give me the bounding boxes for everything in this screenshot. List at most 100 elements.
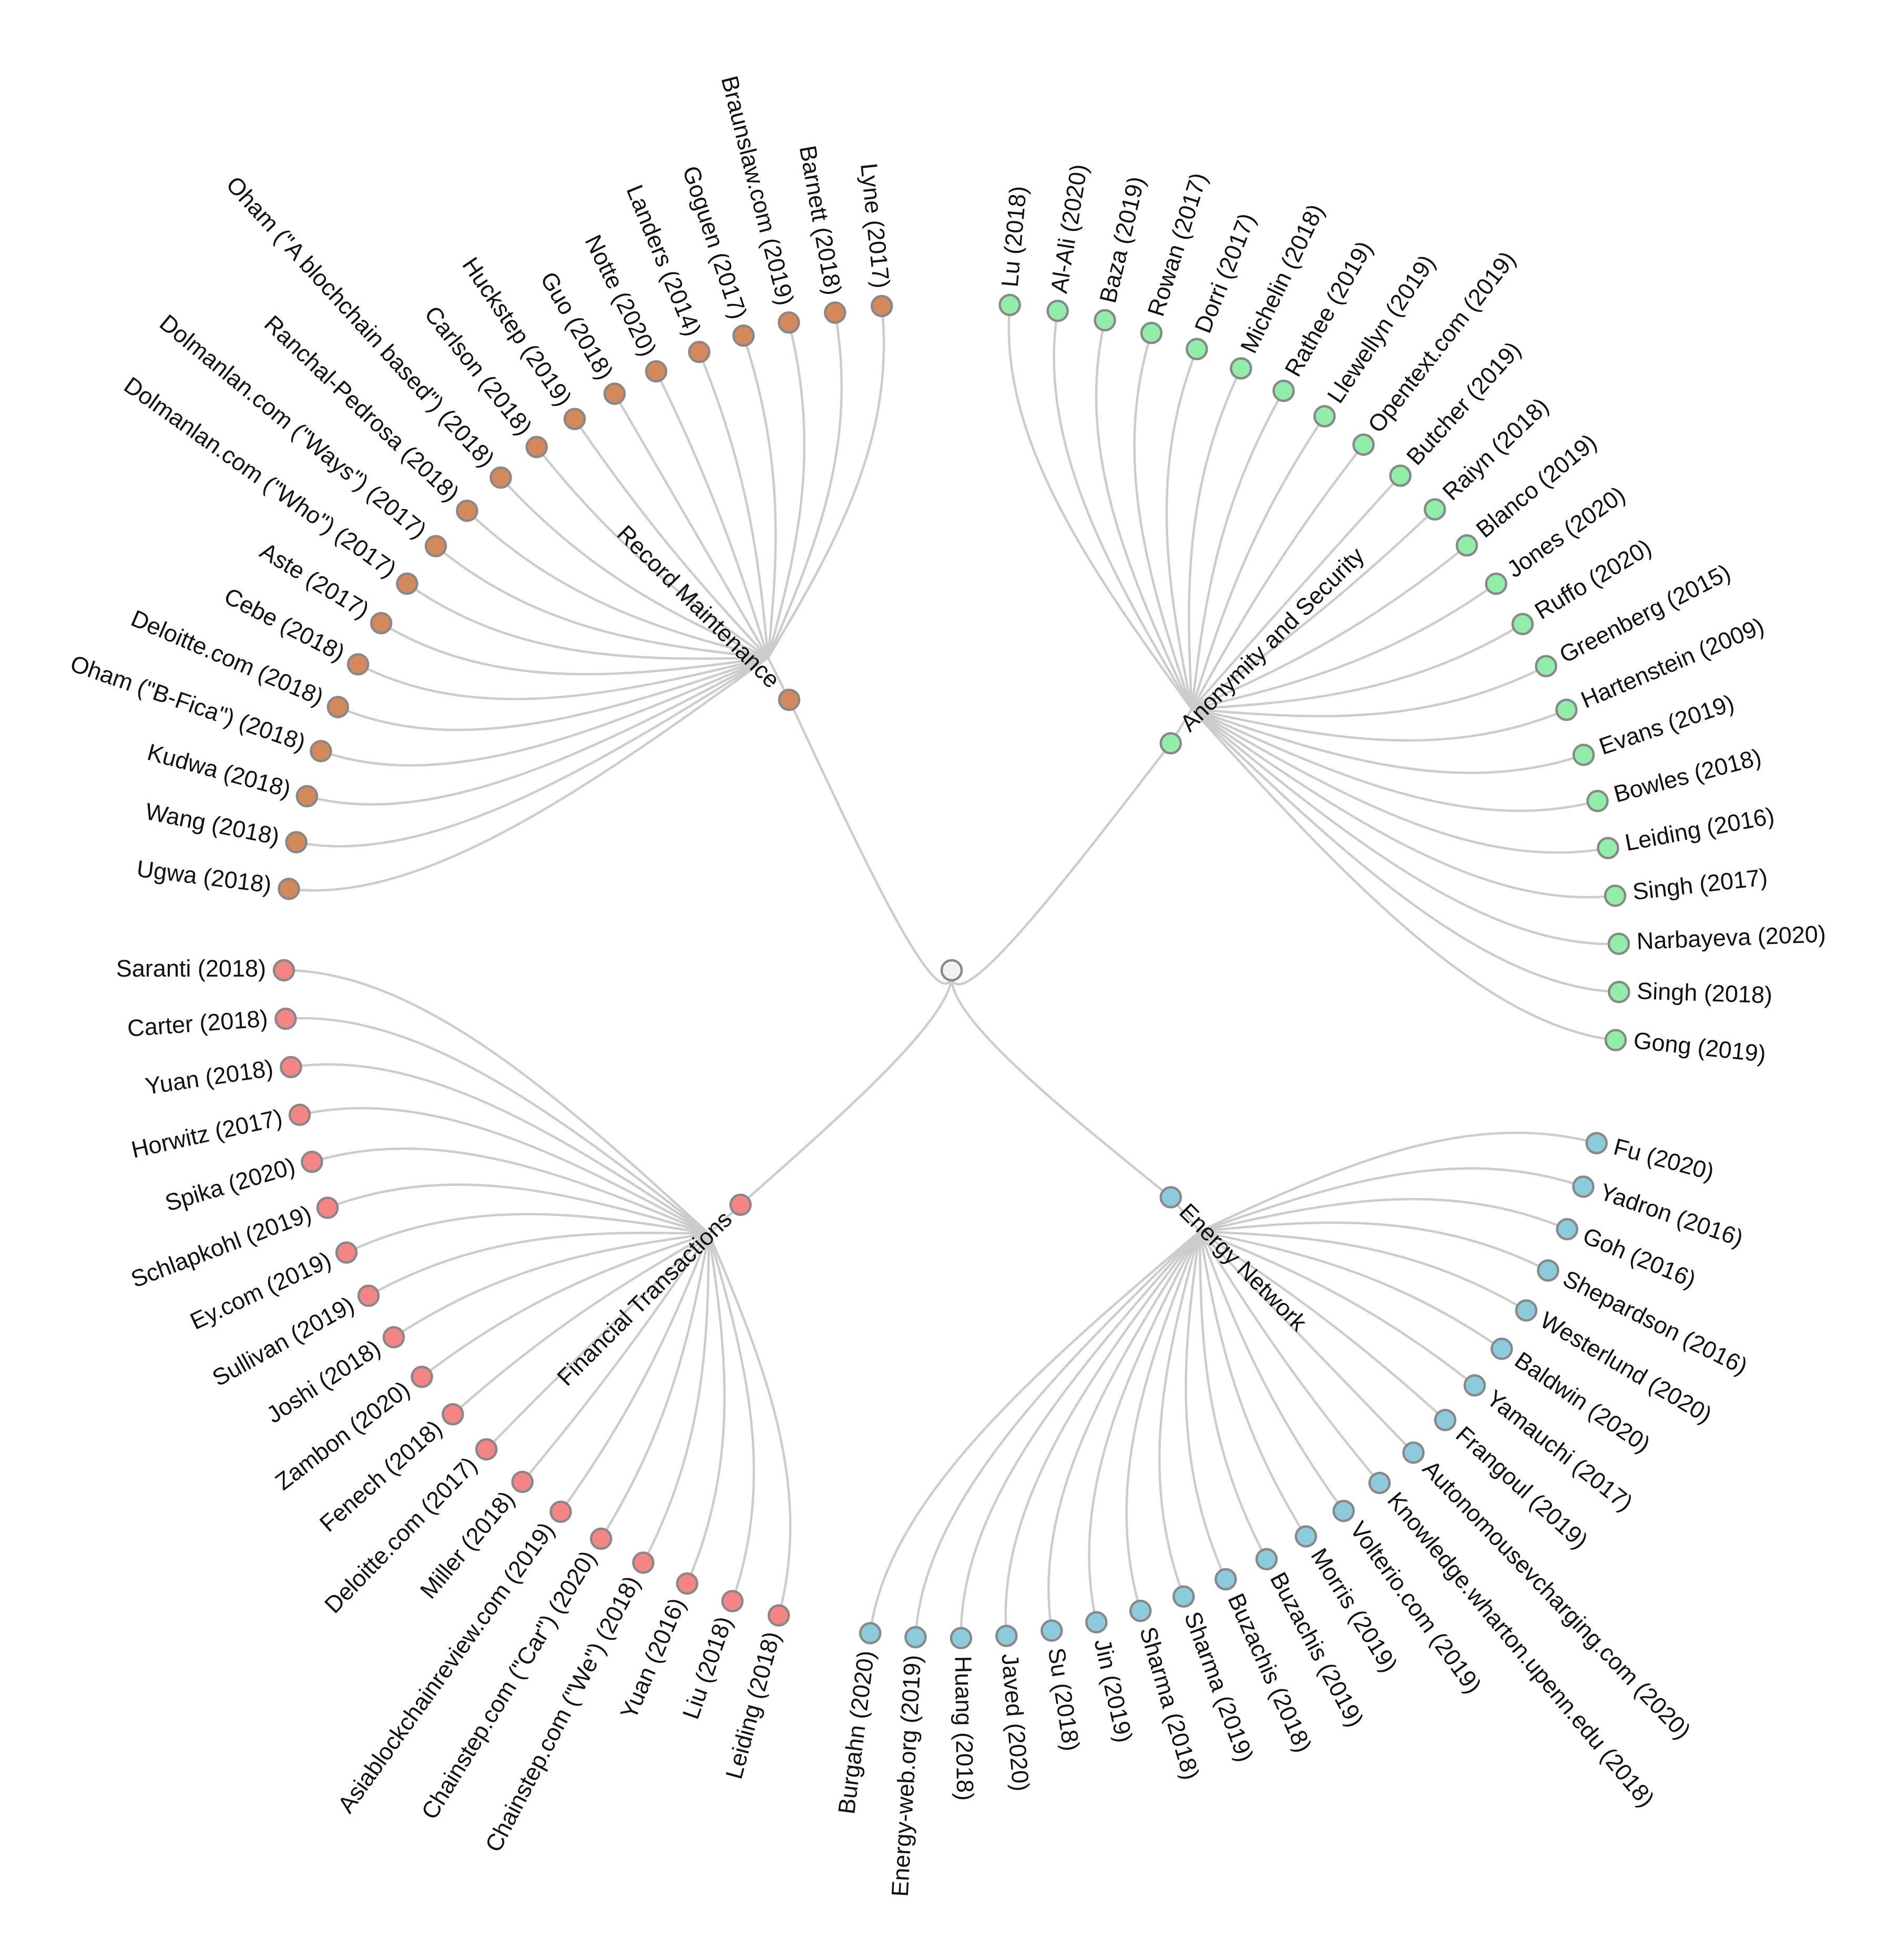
leaf-node-singh-2017 [1604, 884, 1627, 907]
link-root-anonymity-and-security [950, 743, 1172, 986]
link-horwitz-2017 [299, 1107, 710, 1235]
leaf-node-chainstep-com-we-2018 [632, 1551, 655, 1574]
link-greenberg-2015 [1191, 665, 1547, 718]
link-al-ali-2020 [1053, 310, 1193, 710]
link-huckstep-2019 [574, 418, 769, 659]
leaf-node-sharma-2019 [1172, 1585, 1195, 1608]
leaf-label: Ugwa (2018) [135, 855, 273, 898]
link-wang-2018 [296, 656, 769, 848]
leaf-node-chainstep-com-car-2020 [590, 1527, 613, 1550]
link-goh-2016 [1199, 1197, 1568, 1233]
leaf-label: Al-Ali (2020) [1045, 162, 1093, 295]
link-hartenstein-2009 [1191, 708, 1567, 742]
link-volterio-com-2019 [1198, 1231, 1345, 1512]
link-sharma-2018 [1125, 1231, 1201, 1611]
leaf-node-zambon-2020 [411, 1365, 433, 1388]
leaf-label: Huang (2018) [950, 1656, 979, 1801]
leaf-label: Saranti (2018) [116, 955, 266, 982]
link-root-financial-transactions [740, 978, 953, 1206]
link-baza-2019 [1095, 320, 1193, 710]
leaf-node-yamauchi-2017 [1463, 1374, 1486, 1397]
nodes-layer [272, 293, 1630, 1650]
link-ruffo-2020 [1191, 623, 1524, 710]
leaf-node-carlson-2018 [525, 435, 548, 459]
leaf-node-su-2018 [1040, 1619, 1063, 1642]
leaf-node-lyne-2017 [870, 294, 893, 318]
leaf-label: Javed (2020) [996, 1652, 1034, 1792]
leaf-node-ranchal-pedrosa-2018 [456, 499, 478, 522]
leaf-node-goguen-2017 [732, 324, 755, 347]
link-barnett-2018 [767, 312, 843, 658]
link-bowles-2018 [1191, 708, 1598, 813]
leaf-label: Bowles (2018) [1611, 743, 1764, 807]
leaf-node-yuan-2016 [676, 1572, 699, 1595]
link-lyne-2017 [767, 306, 885, 658]
link-yuan-2018 [291, 1063, 710, 1235]
leaf-node-cebe-2018 [346, 653, 370, 676]
link-carlson-2018 [536, 446, 769, 659]
leaf-label: Gong (2019) [1632, 1027, 1768, 1067]
link-dolmanlan-com-who-2017 [406, 583, 769, 660]
leaf-node-barnett-2018 [824, 301, 846, 324]
leaf-node-yuan-2018 [280, 1055, 302, 1079]
link-buzachis-2019 [1198, 1231, 1268, 1560]
link-spika-2020 [311, 1147, 710, 1235]
leaf-label: Barnett (2018) [794, 144, 847, 297]
leaf-node-evans-2019 [1572, 744, 1595, 766]
link-ey-com-2019 [346, 1213, 709, 1254]
leaf-node-blanco-2019 [1455, 534, 1478, 557]
leaf-node-raiyn-2018 [1423, 498, 1446, 521]
leaf-node-huang-2018 [950, 1627, 973, 1650]
leaf-node-miller-2018 [511, 1470, 534, 1494]
link-gong-2019 [1191, 708, 1616, 1041]
leaf-node-leiding-2018 [768, 1604, 790, 1627]
leaf-node-liu-2018 [721, 1590, 744, 1612]
leaf-node-michelin-2018 [1230, 357, 1252, 380]
link-ugwa-2018 [289, 656, 769, 892]
leaf-label: Shepardson (2016) [1559, 1265, 1752, 1380]
leaf-node-landers-2014 [688, 340, 711, 363]
leaf-node-fenech-2018 [442, 1403, 464, 1426]
leaf-node-oham-a-blochchain-based-2018 [489, 466, 512, 489]
link-rathee-2019 [1190, 390, 1285, 709]
leaf-node-hartenstein-2009 [1555, 698, 1578, 721]
leaf-label: Fu (2020) [1611, 1133, 1717, 1185]
link-westerlund-2020 [1199, 1230, 1527, 1312]
leaf-label: Jin (2019) [1089, 1637, 1138, 1745]
leaf-label: Energy-web.org (2019) [886, 1654, 926, 1897]
link-baldwin-2020 [1199, 1230, 1503, 1350]
link-narbayeva-2020 [1191, 708, 1619, 946]
leaf-node-oham-b-fica-2018 [310, 739, 332, 763]
link-morris-2019 [1198, 1231, 1307, 1537]
leaf-node-jin-2019 [1085, 1611, 1108, 1634]
leaf-node-sullivan-2019 [357, 1284, 380, 1307]
leaf-label: Burgahn (2020) [833, 1649, 880, 1816]
link-michelin-2018 [1188, 368, 1242, 709]
leaf-label: Singh (2017) [1631, 864, 1769, 905]
leaf-node-leiding-2016 [1597, 837, 1619, 859]
leaf-node-guo-2018 [603, 382, 626, 405]
leaf-node-buzachis-2019 [1255, 1548, 1278, 1571]
leaf-label: Yamauchi (2017) [1482, 1385, 1638, 1517]
leaf-node-opentext-com-2019 [1352, 433, 1375, 456]
link-sullivan-2019 [368, 1232, 709, 1297]
leaf-node-ey-com-2019 [335, 1241, 358, 1264]
link-liu-2018 [708, 1233, 756, 1602]
link-asiablockchainreview-com-2019 [559, 1233, 710, 1512]
link-dolmanlan-com-ways-2017 [435, 545, 769, 659]
link-blanco-2019 [1191, 544, 1468, 710]
leaf-node-energy-web-org-2019 [904, 1626, 927, 1649]
leaf-node-ruffo-2020 [1511, 613, 1534, 635]
leaf-node-shepardson-2016 [1537, 1259, 1559, 1282]
leaf-node-horwitz-2017 [288, 1103, 311, 1126]
category-node-record-maintenance [778, 688, 801, 711]
link-guo-2018 [614, 393, 769, 658]
link-energy-web-org-2019 [914, 1230, 1201, 1638]
link-javed-2020 [1004, 1231, 1201, 1636]
leaf-node-morris-2019 [1294, 1525, 1318, 1548]
link-deloitte-com-2017 [485, 1233, 710, 1450]
links-layer [283, 304, 1619, 1638]
link-yadron-2016 [1199, 1167, 1584, 1233]
link-llewellyn-2019 [1190, 415, 1326, 710]
leaf-node-joshi-2018 [382, 1326, 405, 1349]
